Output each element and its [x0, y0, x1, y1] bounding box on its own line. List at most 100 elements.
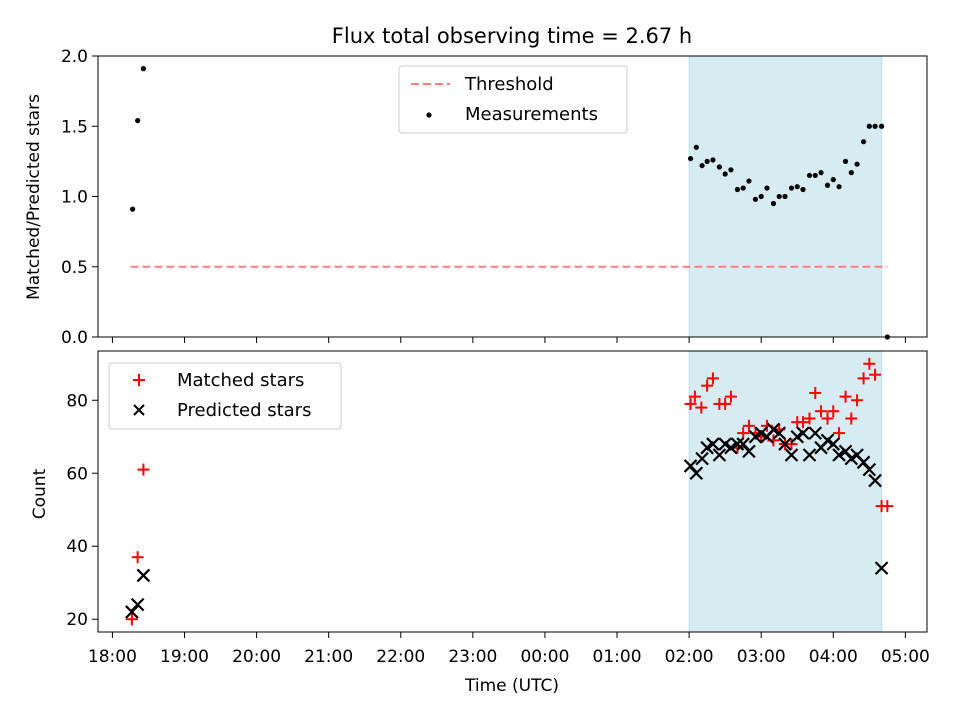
matched-star-point — [742, 419, 755, 432]
predicted-star-stroke — [796, 426, 810, 440]
predicted-star-stroke — [874, 561, 889, 575]
matched-star-point — [821, 412, 834, 425]
top-legend-box — [398, 65, 628, 134]
bottom-y-axis-ticks: 20 40 60 80 — [66, 391, 98, 630]
top-y-axis-ticks: 0.0 0.5 1.0 1.5 2.0 — [61, 47, 98, 348]
top-axes-frame — [97, 55, 928, 338]
measurement-point — [746, 178, 752, 184]
measurement-point — [830, 177, 836, 183]
top-panel: 0.00.51.01.52.0 Matched/Predicted stars … — [24, 47, 928, 348]
predicted-star-point — [874, 561, 889, 575]
measurement-point — [782, 193, 788, 200]
x-tick-label: 00:00 — [520, 647, 569, 667]
matched-star-point — [815, 405, 828, 418]
matched-star-point — [881, 500, 894, 513]
x-tick-label: 23:00 — [448, 647, 497, 667]
bottom-shaded-span — [688, 350, 883, 633]
top-y-tick-label: 2.0 — [61, 47, 88, 67]
x-axis-label: Time (UTC) — [464, 676, 559, 696]
predicted-star-point — [136, 568, 151, 583]
predicted-star-stroke — [736, 437, 750, 451]
bottom-y-tick-label: 40 — [66, 537, 88, 557]
matched-star-point — [809, 386, 822, 399]
measurement-point — [764, 185, 770, 191]
predicted-star-stroke — [802, 448, 817, 462]
measurement-point — [716, 164, 722, 170]
matched-star-point — [851, 394, 864, 407]
top-y-tick-label: 0.5 — [61, 258, 88, 278]
legend-measurements-label: Measurements — [465, 104, 598, 125]
predicted-star-point — [689, 466, 704, 481]
matched-star-point — [701, 379, 714, 392]
predicted-star-stroke — [850, 448, 864, 462]
measurement-point — [866, 123, 872, 129]
bottom-x-axis-ticks: 18:00 19:00 20:00 21:00 22:00 23:00 00:00 01:00… — [88, 632, 930, 667]
predicted-star-stroke — [772, 426, 786, 440]
x-tick-label: 01:00 — [593, 647, 642, 667]
matched-star-point — [688, 390, 701, 403]
bottom-y-axis-label: Count — [30, 468, 50, 519]
predicted-star-stroke — [784, 448, 799, 462]
legend-threshold-label: Threshold — [464, 74, 554, 95]
x-tick-label: 19:00 — [160, 647, 209, 667]
predicted-star-point — [826, 437, 841, 451]
measurements-points — [130, 66, 890, 340]
top-y-tick-label: 1.5 — [61, 117, 88, 137]
measurement-point — [872, 123, 878, 129]
x-tick-label: 20:00 — [232, 647, 281, 667]
matched-star-point — [833, 427, 846, 440]
predicted-star-point — [832, 448, 846, 462]
measurement-point — [734, 186, 741, 193]
predicted-star-point — [772, 426, 786, 440]
predicted-star-stroke — [832, 448, 846, 462]
legend-matched-label: Matched stars — [177, 370, 304, 391]
bottom-axes-frame — [97, 350, 928, 633]
measurement-point — [860, 139, 867, 145]
predicted-star-stroke — [868, 473, 882, 488]
predicted-star-point — [706, 437, 720, 451]
predicted-star-stroke — [742, 444, 756, 459]
predicted-star-stroke — [826, 437, 841, 451]
predicted-star-point — [712, 448, 727, 462]
predicted-star-stroke — [712, 448, 727, 462]
predicted-star-stroke — [730, 437, 745, 451]
top-y-tick-label: 0.0 — [61, 328, 88, 348]
matched-star-point — [845, 412, 858, 425]
predicted-star-stroke — [718, 437, 732, 451]
predicted-star-stroke — [808, 426, 823, 440]
measurement-point — [794, 184, 800, 190]
x-tick-label: 05:00 — [881, 647, 930, 667]
predicted-star-point — [778, 437, 792, 451]
measurement-point — [776, 193, 782, 200]
matched-star-point — [137, 463, 150, 476]
matched-star-point — [863, 357, 876, 370]
predicted-star-stroke — [754, 426, 768, 440]
measurement-point — [770, 200, 777, 207]
bottom-panel: 20 40 60 80 18:00 19:00 20:00 21:00 22:00 23:00 0… — [30, 350, 930, 667]
predicted-star-stroke — [136, 568, 151, 583]
measurement-point — [699, 162, 705, 169]
measurement-point — [140, 66, 147, 72]
measurement-point — [740, 185, 746, 191]
measurement-point — [758, 193, 764, 200]
matched-star-point — [785, 438, 798, 451]
measurement-point — [842, 158, 849, 164]
bottom-legend: Matched stars Predicted stars — [108, 362, 342, 430]
measurement-point — [693, 144, 699, 150]
predicted-star-stroke — [695, 451, 709, 466]
measurement-point — [848, 170, 854, 176]
predicted-star-stroke — [706, 437, 720, 451]
predicted-star-point — [130, 597, 145, 612]
matched-star-point — [131, 551, 144, 564]
predicted-star-point — [724, 440, 738, 455]
x-tick-label: 21:00 — [304, 647, 353, 667]
x-tick-label: 18:00 — [88, 647, 137, 667]
legend-predicted-label: Predicted stars — [177, 400, 311, 421]
top-y-axis-label: Matched/Predicted stars — [24, 94, 44, 300]
predicted-star-point — [742, 444, 756, 459]
matched-star-point — [724, 390, 737, 403]
legend-matched-swatch — [133, 374, 145, 386]
measurement-point — [728, 167, 734, 173]
predicted-star-stroke — [766, 422, 781, 437]
measurement-point — [878, 123, 885, 129]
